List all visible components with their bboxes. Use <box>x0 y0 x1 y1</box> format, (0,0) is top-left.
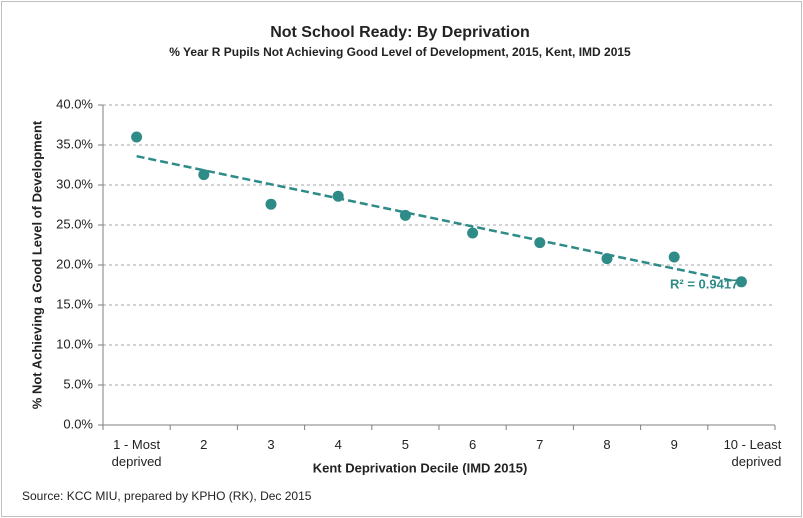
source-note: Source: KCC MIU, prepared by KPHO (RK), … <box>22 489 312 503</box>
data-point <box>265 198 277 210</box>
y-tick-label: 5.0% <box>63 376 93 391</box>
y-tick-label: 40.0% <box>56 96 93 111</box>
y-tick-label: 35.0% <box>56 136 93 151</box>
chart-subtitle: % Year R Pupils Not Achieving Good Level… <box>169 45 631 59</box>
y-tick-label: 15.0% <box>56 296 93 311</box>
x-tick-label: 5 <box>401 437 409 452</box>
r-squared-label: R² = 0.9417 <box>670 276 738 291</box>
x-tick-label: 4 <box>334 437 342 452</box>
data-point <box>467 227 479 239</box>
x-tick-label: 1 - Most deprived <box>111 437 162 469</box>
data-point <box>534 237 546 249</box>
y-tick-label: 20.0% <box>56 256 93 271</box>
x-tick-label: 3 <box>267 437 275 452</box>
y-axis-title: % Not Achieving a Good Level of Developm… <box>29 120 44 409</box>
chart-title: Not School Ready: By Deprivation <box>270 24 530 41</box>
data-point <box>668 251 680 263</box>
y-tick-label: 0.0% <box>63 416 93 431</box>
x-tick-label: 10 - Least deprived <box>723 437 782 469</box>
data-point <box>198 169 210 181</box>
x-tick-label: 9 <box>670 437 678 452</box>
x-tick-label: 7 <box>536 437 544 452</box>
x-tick-label: 6 <box>468 437 477 452</box>
trendline <box>136 154 742 284</box>
y-tick-label: 25.0% <box>56 216 93 231</box>
y-tick-label: 10.0% <box>56 336 93 351</box>
x-tick-label: 2 <box>200 437 208 452</box>
x-tick-label: 8 <box>603 437 611 452</box>
x-axis-title: Kent Deprivation Decile (IMD 2015) <box>313 460 528 475</box>
data-point <box>131 131 143 143</box>
y-tick-label: 30.0% <box>56 176 93 191</box>
